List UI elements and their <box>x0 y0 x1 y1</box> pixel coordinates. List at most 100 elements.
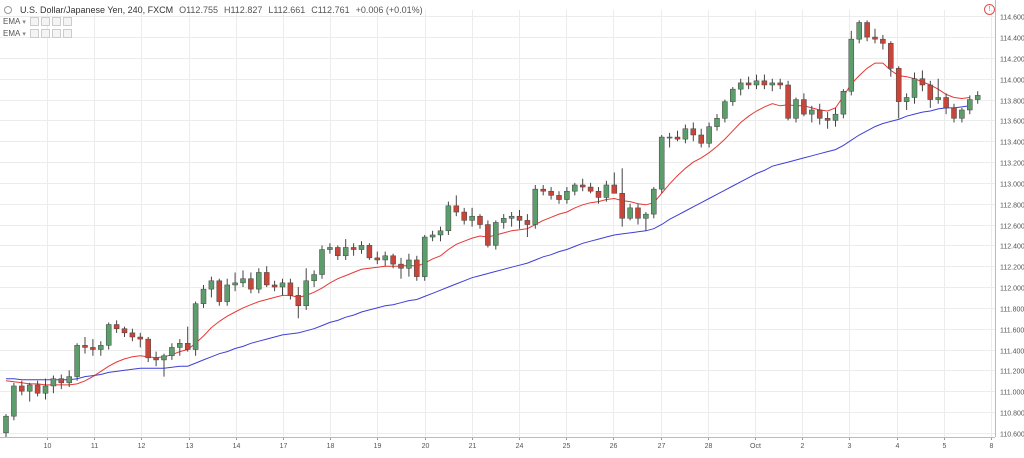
candle-body <box>129 332 136 338</box>
circle-icon <box>4 6 12 14</box>
candle-body <box>82 345 88 348</box>
candle-body <box>469 215 475 221</box>
candle-body <box>730 88 736 102</box>
y-tick-label: 111.800 <box>1000 307 1024 314</box>
candle-body <box>500 218 507 223</box>
candle-body <box>42 385 49 394</box>
candle-body <box>737 82 744 90</box>
candle-body <box>406 259 412 269</box>
symbol-legend: U.S. Dollar/Japanese Yen, 240, FXCM O112… <box>4 5 423 15</box>
candle-body <box>801 99 807 115</box>
candle-body <box>627 207 633 219</box>
candle-body <box>200 288 207 304</box>
indicator-row-ema-1[interactable]: EMA ▾ <box>3 17 72 26</box>
close-icon[interactable] <box>51 17 61 26</box>
candle-body <box>184 343 191 350</box>
candle-body <box>177 343 183 348</box>
candle-body <box>848 38 855 92</box>
candle-body <box>350 247 357 250</box>
candle-body <box>453 205 460 213</box>
x-tick-label: 20 <box>422 443 430 450</box>
settings-icon[interactable] <box>40 29 50 38</box>
candle-body <box>635 207 641 219</box>
candle-body <box>327 247 333 250</box>
candle-body <box>3 415 9 434</box>
y-tick-label: 114.600 <box>1000 15 1024 22</box>
candle-body <box>271 284 278 288</box>
x-tick-label: Oct <box>750 443 761 450</box>
high-value: H112.827 <box>223 5 263 15</box>
candle-body <box>816 109 823 119</box>
close-icon[interactable] <box>51 29 61 38</box>
x-tick-label: 21 <box>469 443 477 450</box>
indicator-row-ema-2[interactable]: EMA ▾ <box>3 29 72 38</box>
y-tick-label: 113.000 <box>1000 182 1024 189</box>
candle-body <box>169 347 175 357</box>
x-tick-label: 24 <box>516 443 524 450</box>
candle-body <box>682 128 689 140</box>
candle-body <box>295 295 302 307</box>
candle-body <box>722 101 728 119</box>
candle-body <box>461 211 467 221</box>
candle-body <box>919 78 926 86</box>
candle-body <box>793 99 799 119</box>
close-value: C112.761 <box>311 5 350 15</box>
x-tick-label: 17 <box>280 443 288 450</box>
candle-body <box>951 107 957 119</box>
eye-icon[interactable] <box>29 29 39 38</box>
candle-body <box>66 376 72 384</box>
candle-body <box>58 378 65 384</box>
candle-body <box>579 184 586 188</box>
y-tick-label: 112.200 <box>1000 265 1024 272</box>
candle-body <box>603 184 610 198</box>
candle-body <box>90 347 96 350</box>
x-tick-label: 13 <box>186 443 194 450</box>
alert-icon[interactable]: ! <box>984 4 995 15</box>
candle-body <box>477 215 483 225</box>
candle-body <box>745 82 752 86</box>
more-icon[interactable] <box>62 29 72 38</box>
candle-body <box>105 324 112 346</box>
candle-body <box>421 236 428 277</box>
candle-body <box>303 280 309 307</box>
y-tick-label: 112.600 <box>1000 224 1024 231</box>
candle-body <box>888 43 894 69</box>
candle-body <box>121 328 128 334</box>
candle-body <box>145 338 151 359</box>
candle-body <box>374 257 381 261</box>
candle-body <box>587 186 594 192</box>
more-icon[interactable] <box>62 17 72 26</box>
candle-body <box>864 22 870 38</box>
candle-body <box>959 109 965 119</box>
candle-body <box>785 84 791 119</box>
y-tick-label: 112.800 <box>1000 203 1024 210</box>
caret-down-icon[interactable]: ▾ <box>22 18 26 26</box>
eye-icon[interactable] <box>29 17 39 26</box>
candle-body <box>263 272 270 286</box>
caret-down-icon[interactable]: ▾ <box>22 30 26 38</box>
settings-icon[interactable] <box>40 17 50 26</box>
x-tick-label: 18 <box>327 443 335 450</box>
candle-body <box>390 255 396 265</box>
candle-body <box>256 272 262 290</box>
x-tick-label: 8 <box>990 443 994 450</box>
candle-body <box>556 195 562 200</box>
candle-body <box>216 280 223 302</box>
candle-body <box>840 90 847 115</box>
candle-body <box>208 280 215 290</box>
indicator-label: EMA <box>3 17 21 26</box>
candle-body <box>880 38 886 44</box>
candle-body <box>753 80 760 86</box>
candle-body <box>113 324 120 329</box>
candle-body <box>342 247 349 257</box>
candle-body <box>809 109 815 115</box>
candle-body <box>619 193 625 219</box>
candle-body <box>769 82 776 86</box>
y-tick-label: 113.800 <box>1000 99 1024 106</box>
candle-body <box>714 118 720 127</box>
candle-body <box>445 205 452 232</box>
x-tick-label: 3 <box>848 443 852 450</box>
candle-body <box>698 134 704 144</box>
